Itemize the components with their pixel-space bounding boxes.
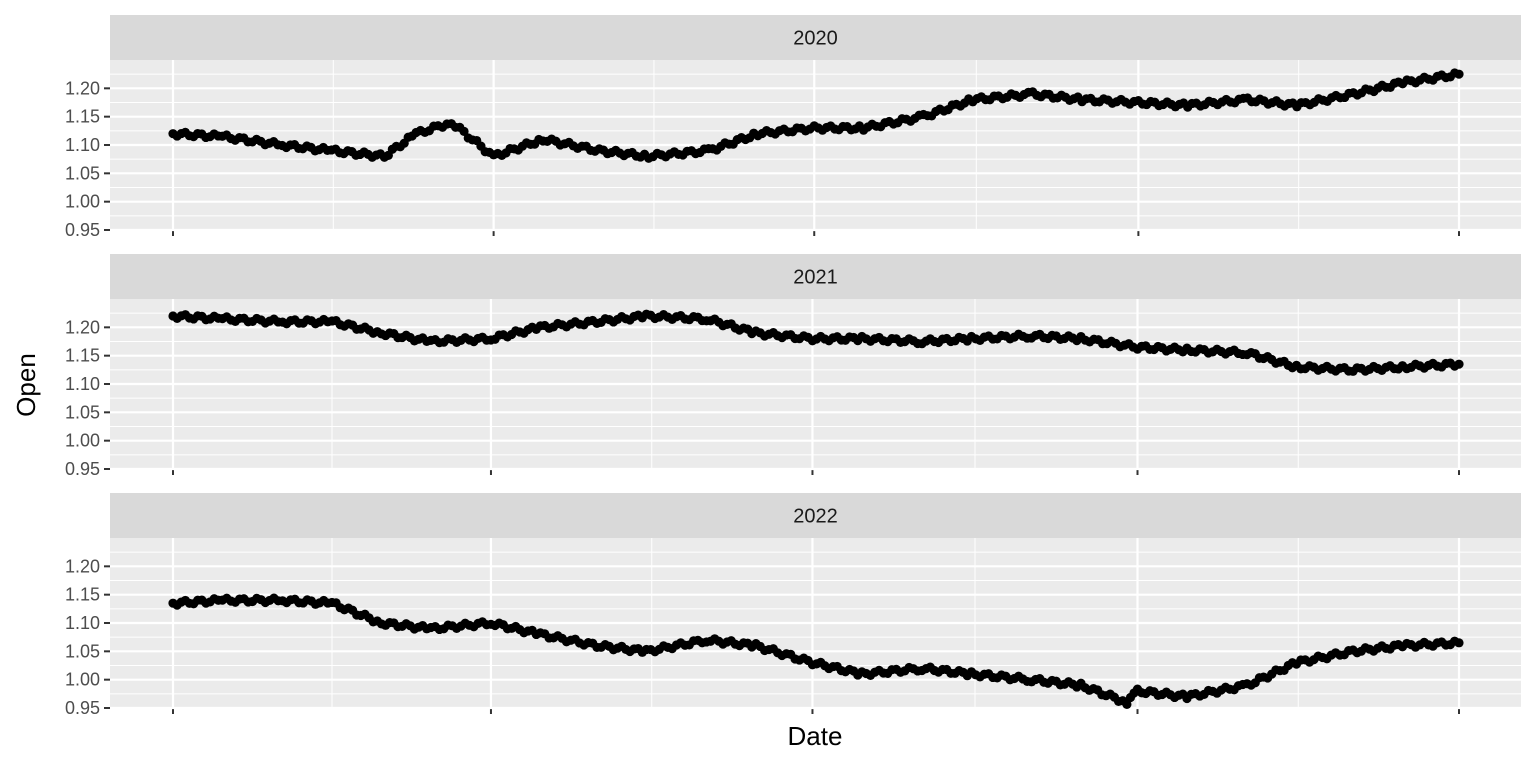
y-tick-label: 1.00 xyxy=(65,192,100,212)
data-point xyxy=(1122,699,1132,709)
facet-strip xyxy=(110,493,1521,538)
series-points xyxy=(168,68,1464,163)
y-tick-label: 1.20 xyxy=(65,556,100,576)
series-points xyxy=(168,593,1464,709)
data-point xyxy=(1454,359,1464,369)
data-point xyxy=(459,126,469,137)
y-tick-label: 1.05 xyxy=(65,402,100,422)
y-tick-label: 1.10 xyxy=(65,135,100,155)
y-tick-label: 0.95 xyxy=(65,459,100,479)
facet-strip xyxy=(110,15,1521,60)
x-axis-title: Date xyxy=(788,721,843,751)
y-tick-label: 1.10 xyxy=(65,613,100,633)
data-point xyxy=(1454,69,1464,79)
y-tick-label: 1.05 xyxy=(65,641,100,661)
y-tick-label: 0.95 xyxy=(65,698,100,718)
y-tick-label: 1.15 xyxy=(65,346,100,366)
chart-panels: 2020 0.95 1.00 1.05 1.10 1.15 1.20 2021 0.95 1.00… xyxy=(65,15,1521,718)
facet-strip xyxy=(110,254,1521,299)
y-tick-label: 1.00 xyxy=(65,670,100,690)
y-tick-label: 1.15 xyxy=(65,585,100,605)
facet-strip-label: 2022 xyxy=(793,506,838,528)
y-axis-title: Open xyxy=(11,353,41,417)
facet-strip-label: 2020 xyxy=(793,28,838,50)
y-tick-label: 1.20 xyxy=(65,317,100,337)
y-tick-label: 1.05 xyxy=(65,163,100,183)
y-tick-label: 1.20 xyxy=(65,78,100,98)
facet-strip-label: 2021 xyxy=(793,267,838,289)
y-tick-label: 1.00 xyxy=(65,431,100,451)
facet-panel-2022: 2022 0.95 1.00 1.05 1.10 1.15 1.20 xyxy=(65,493,1521,718)
series-points xyxy=(168,309,1464,376)
facet-panel-2020: 2020 0.95 1.00 1.05 1.10 1.15 1.20 xyxy=(65,15,1521,240)
y-tick-label: 1.15 xyxy=(65,107,100,127)
facet-panel-2021: 2021 0.95 1.00 1.05 1.10 1.15 1.20 xyxy=(65,254,1521,479)
y-tick-label: 0.95 xyxy=(65,220,100,240)
data-point xyxy=(1454,638,1464,648)
y-tick-label: 1.10 xyxy=(65,374,100,394)
